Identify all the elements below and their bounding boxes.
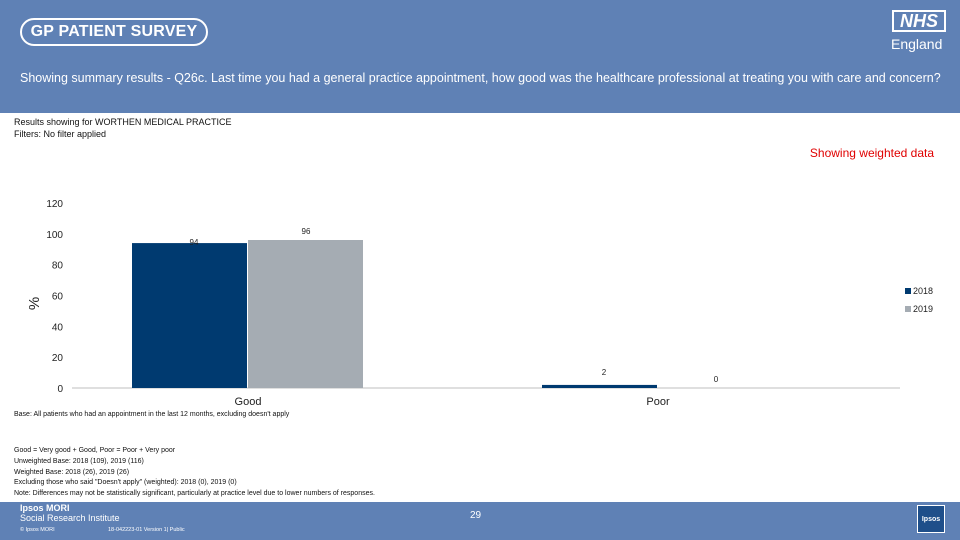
filter-info: Results showing for WORTHEN MEDICAL PRAC… — [14, 116, 232, 140]
y-tick-label: 100 — [46, 230, 63, 241]
nhs-logo: NHS — [892, 10, 946, 32]
footer-band — [0, 502, 960, 540]
bar — [132, 243, 247, 388]
category-label: Good — [235, 396, 262, 405]
y-tick-label: 120 — [46, 199, 63, 210]
copyright-label: © Ipsos MORI — [20, 527, 55, 533]
footnote: Weighted Base: 2018 (26), 2019 (26) — [14, 468, 130, 476]
y-tick-label: 40 — [52, 322, 64, 333]
data-label: 96 — [302, 227, 311, 236]
page-number: 29 — [470, 510, 482, 521]
brand-subtitle: Social Research Institute — [20, 513, 120, 523]
footnote: Note: Differences may not be statistical… — [14, 490, 375, 498]
header-band — [0, 0, 960, 113]
legend: 2018 2019 — [905, 286, 933, 314]
footnotes: Good = Very good + Good, Poor = Poor + V… — [14, 446, 375, 500]
footnote: Unweighted Base: 2018 (109), 2019 (116) — [14, 457, 144, 465]
data-label: 94 — [190, 238, 199, 247]
y-tick-label: 60 — [52, 292, 64, 303]
legend-label: 2018 — [913, 286, 933, 296]
brand-name: Ipsos MORI — [20, 503, 70, 513]
category-labels: Good Poor — [235, 396, 670, 405]
footnote: Good = Very good + Good, Poor = Poor + V… — [14, 447, 176, 454]
data-label: 0 — [714, 375, 719, 384]
legend-swatch — [905, 306, 911, 312]
filter-label: Filters: No filter applied — [14, 129, 107, 139]
results-for-label: Results showing for WORTHEN MEDICAL PRAC… — [14, 117, 232, 127]
document-reference: 18-042223-01 Version 1| Public — [108, 527, 185, 533]
ipsos-mori-brand: Ipsos MORI Social Research Institute — [20, 503, 120, 523]
data-label: 2 — [602, 368, 607, 377]
bar — [542, 384, 657, 388]
ipsos-logo-icon: Ipsos — [917, 505, 945, 533]
legend-label: 2019 — [913, 304, 933, 314]
bar — [248, 240, 363, 388]
category-label: Poor — [646, 396, 670, 405]
y-axis-label: % — [26, 297, 43, 310]
nhs-region-label: England — [891, 36, 943, 52]
weighted-data-label: Showing weighted data — [809, 146, 934, 160]
y-tick-label: 20 — [52, 353, 64, 364]
y-tick-label: 80 — [52, 261, 64, 272]
legend-swatch — [905, 288, 911, 294]
bars — [132, 240, 657, 388]
data-labels: 94 96 2 0 — [190, 227, 719, 384]
base-note: Base: All patients who had an appointmen… — [14, 411, 290, 418]
question-title: Showing summary results - Q26c. Last tim… — [20, 71, 941, 85]
gp-patient-survey-logo: GP PATIENT SURVEY — [20, 18, 208, 46]
y-tick-label: 0 — [57, 384, 63, 395]
footnote: Excluding those who said "Doesn't apply"… — [14, 479, 237, 487]
